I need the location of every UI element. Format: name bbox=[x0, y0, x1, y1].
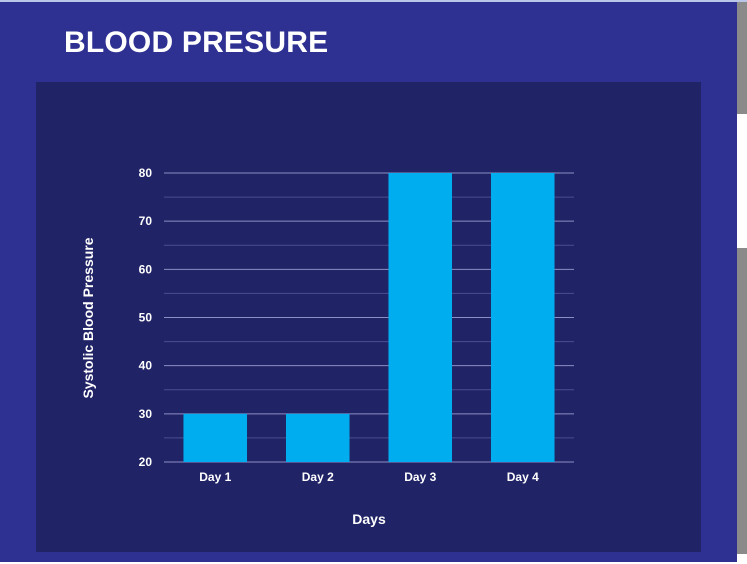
y-tick-label: 40 bbox=[139, 359, 153, 373]
bar-layer bbox=[183, 173, 555, 462]
scrollbar-track-lower[interactable] bbox=[737, 248, 747, 554]
y-tick-label: 30 bbox=[139, 407, 153, 421]
bar-chart: 20 30 40 50 60 70 80 Day 1 Day 2 Day 3 Day 4 Days… bbox=[80, 166, 574, 527]
x-tick-labels: Day 1 Day 2 Day 3 Day 4 bbox=[199, 470, 539, 484]
bar-day-3[interactable] bbox=[388, 173, 453, 462]
x-tick-label: Day 4 bbox=[507, 470, 539, 484]
x-tick-label: Day 3 bbox=[404, 470, 436, 484]
x-axis-title: Days bbox=[352, 511, 386, 527]
x-tick-label: Day 1 bbox=[199, 470, 231, 484]
bar-day-1[interactable] bbox=[183, 413, 248, 462]
y-axis-title: Systolic Blood Pressure bbox=[80, 237, 96, 398]
bar-day-4[interactable] bbox=[490, 173, 555, 462]
y-tick-label: 50 bbox=[139, 311, 153, 325]
window-top-border bbox=[0, 0, 747, 2]
scrollbar-gap bbox=[737, 114, 747, 248]
y-tick-label: 60 bbox=[139, 262, 153, 276]
chart-panel: 20 30 40 50 60 70 80 Day 1 Day 2 Day 3 Day 4 Days… bbox=[36, 82, 701, 552]
page-title: BLOOD PRESURE bbox=[64, 26, 329, 59]
bar-day-2[interactable] bbox=[285, 413, 350, 462]
y-tick-label: 80 bbox=[139, 166, 153, 180]
x-tick-label: Day 2 bbox=[302, 470, 334, 484]
y-tick-label: 70 bbox=[139, 214, 153, 228]
y-tick-label: 20 bbox=[139, 455, 153, 469]
y-tick-labels: 20 30 40 50 60 70 80 bbox=[139, 166, 153, 469]
scrollbar-track-upper[interactable] bbox=[737, 2, 747, 114]
